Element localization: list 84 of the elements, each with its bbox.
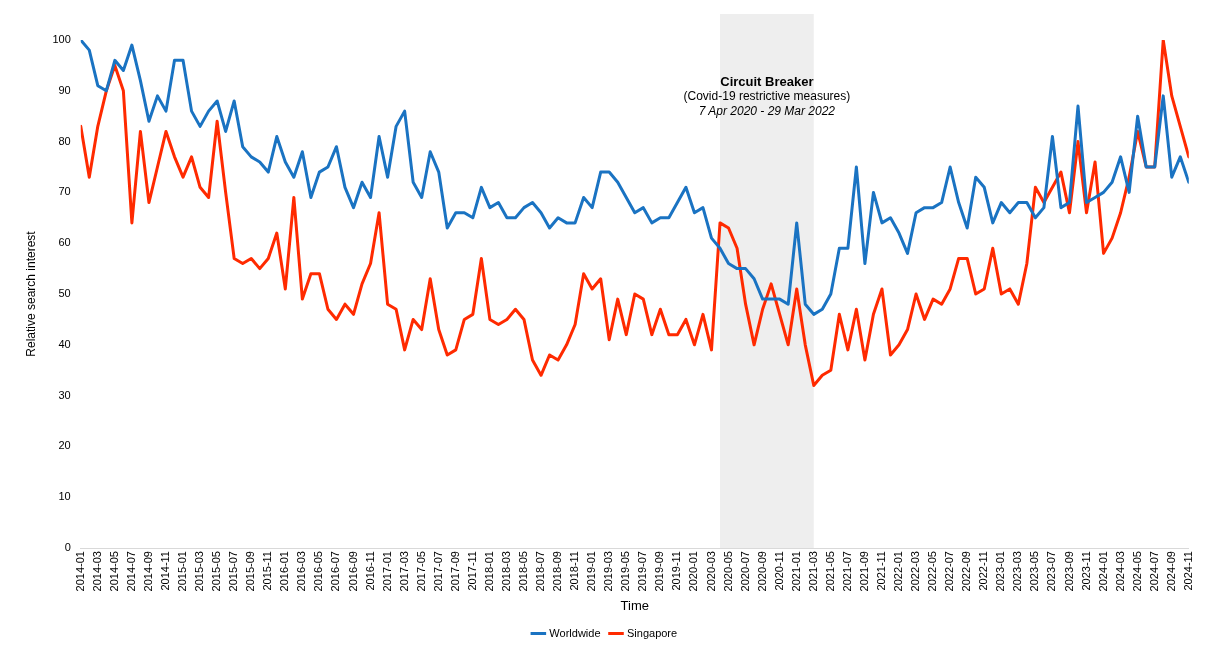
- x-tick-label: 2017-07: [431, 551, 444, 592]
- x-tick-label: 2018-03: [499, 551, 512, 592]
- y-tick-label: 60: [58, 236, 71, 249]
- x-tick-label: 2017-09: [448, 551, 461, 592]
- x-tick-label: 2021-11: [874, 551, 887, 591]
- x-tick-label: 2023-11: [1079, 551, 1092, 591]
- x-tick-label: 2014-05: [107, 551, 120, 592]
- y-tick-label: 20: [58, 439, 71, 452]
- x-tick-label: 2016-11: [363, 551, 376, 591]
- x-tick-label: 2022-05: [926, 551, 939, 592]
- x-tick-label: 2023-05: [1028, 551, 1041, 592]
- x-tick-label: 2018-09: [551, 551, 564, 592]
- x-tick-label: 2016-03: [295, 551, 308, 592]
- x-tick-label: 2014-01: [73, 551, 86, 592]
- x-tick-label: 2018-01: [482, 551, 495, 592]
- x-axis-title: Time: [620, 597, 649, 613]
- y-tick-label: 10: [58, 490, 71, 503]
- x-tick-label: 2020-01: [687, 551, 700, 592]
- x-tick-label: 2022-01: [892, 551, 905, 592]
- x-tick-label: 2020-07: [738, 551, 751, 592]
- x-tick-label: 2020-09: [755, 551, 768, 592]
- y-tick-label: 30: [58, 388, 71, 401]
- x-tick-label: 2014-03: [90, 551, 103, 592]
- x-tick-label: 2014-07: [124, 551, 137, 592]
- x-tick-label: 2024-03: [1113, 551, 1126, 592]
- x-tick-label: 2024-01: [1096, 551, 1109, 592]
- x-tick-label: 2018-11: [568, 551, 581, 591]
- y-axis-title: Relative search interest: [23, 230, 38, 357]
- x-tick-label: 2015-01: [176, 551, 189, 592]
- y-tick-label: 80: [58, 134, 71, 147]
- x-tick-label: 2014-11: [159, 551, 172, 591]
- x-tick-label: 2019-01: [585, 551, 598, 592]
- y-tick-label: 90: [58, 83, 71, 96]
- x-tick-label: 2020-05: [721, 551, 734, 592]
- x-tick-label: 2021-09: [857, 551, 870, 592]
- x-tick-label: 2017-03: [397, 551, 410, 592]
- legend-label: Singapore: [627, 626, 678, 639]
- x-tick-label: 2016-01: [278, 551, 291, 592]
- x-tick-label: 2021-01: [789, 551, 802, 592]
- x-tick-label: 2022-11: [977, 551, 990, 591]
- x-tick-label: 2014-09: [141, 551, 154, 592]
- x-tick-label: 2017-01: [380, 551, 393, 592]
- x-tick-label: 2015-11: [261, 551, 274, 591]
- y-tick-label: 40: [58, 337, 71, 350]
- x-tick-label: 2016-05: [312, 551, 325, 592]
- x-tick-label: 2017-05: [414, 551, 427, 592]
- y-tick-label: 0: [64, 541, 71, 554]
- x-tick-label: 2015-03: [193, 551, 206, 592]
- x-tick-label: 2016-09: [346, 551, 359, 592]
- x-tick-label: 2022-03: [909, 551, 922, 592]
- x-tick-label: 2021-03: [806, 551, 819, 592]
- x-tick-label: 2019-11: [670, 551, 683, 591]
- annotation: (Covid-19 restrictive measures): [683, 89, 851, 104]
- x-tick-label: 2020-11: [772, 551, 785, 591]
- x-tick-label: 2017-11: [465, 551, 478, 591]
- x-tick-label: 2023-01: [994, 551, 1007, 592]
- x-tick-label: 2022-09: [960, 551, 973, 592]
- x-tick-label: 2021-07: [840, 551, 853, 592]
- y-tick-label: 70: [58, 185, 71, 198]
- x-tick-label: 2024-11: [1181, 551, 1194, 591]
- x-tick-label: 2018-05: [517, 551, 529, 592]
- x-tick-label: 2023-03: [1011, 551, 1024, 592]
- x-tick-label: 2018-07: [534, 551, 547, 592]
- x-tick-label: 2019-09: [653, 551, 666, 592]
- x-tick-label: 2023-07: [1045, 551, 1058, 592]
- legend-label: Worldwide: [549, 626, 601, 639]
- x-tick-label: 2024-09: [1164, 551, 1177, 592]
- x-tick-label: 2022-07: [943, 551, 956, 592]
- x-tick-label: 2021-05: [823, 551, 836, 592]
- band-label: Circuit Breaker: [720, 73, 814, 89]
- x-tick-label: 2015-05: [210, 551, 223, 592]
- x-tick-label: 2019-03: [602, 551, 615, 592]
- y-tick-label: 50: [58, 287, 71, 300]
- x-tick-label: 2015-07: [227, 551, 240, 592]
- y-tick-label: 100: [52, 33, 71, 46]
- x-tick-label: 2024-05: [1130, 551, 1143, 592]
- annotation: 7 Apr 2020 - 29 Mar 2022: [698, 104, 836, 119]
- x-tick-label: 2024-07: [1147, 551, 1160, 592]
- x-tick-label: 2019-07: [636, 551, 649, 592]
- x-tick-label: 2019-05: [619, 551, 632, 592]
- x-tick-label: 2015-09: [244, 551, 257, 592]
- x-tick-label: 2023-09: [1062, 551, 1075, 592]
- x-tick-label: 2016-07: [329, 551, 342, 592]
- x-tick-label: 2020-03: [704, 551, 717, 592]
